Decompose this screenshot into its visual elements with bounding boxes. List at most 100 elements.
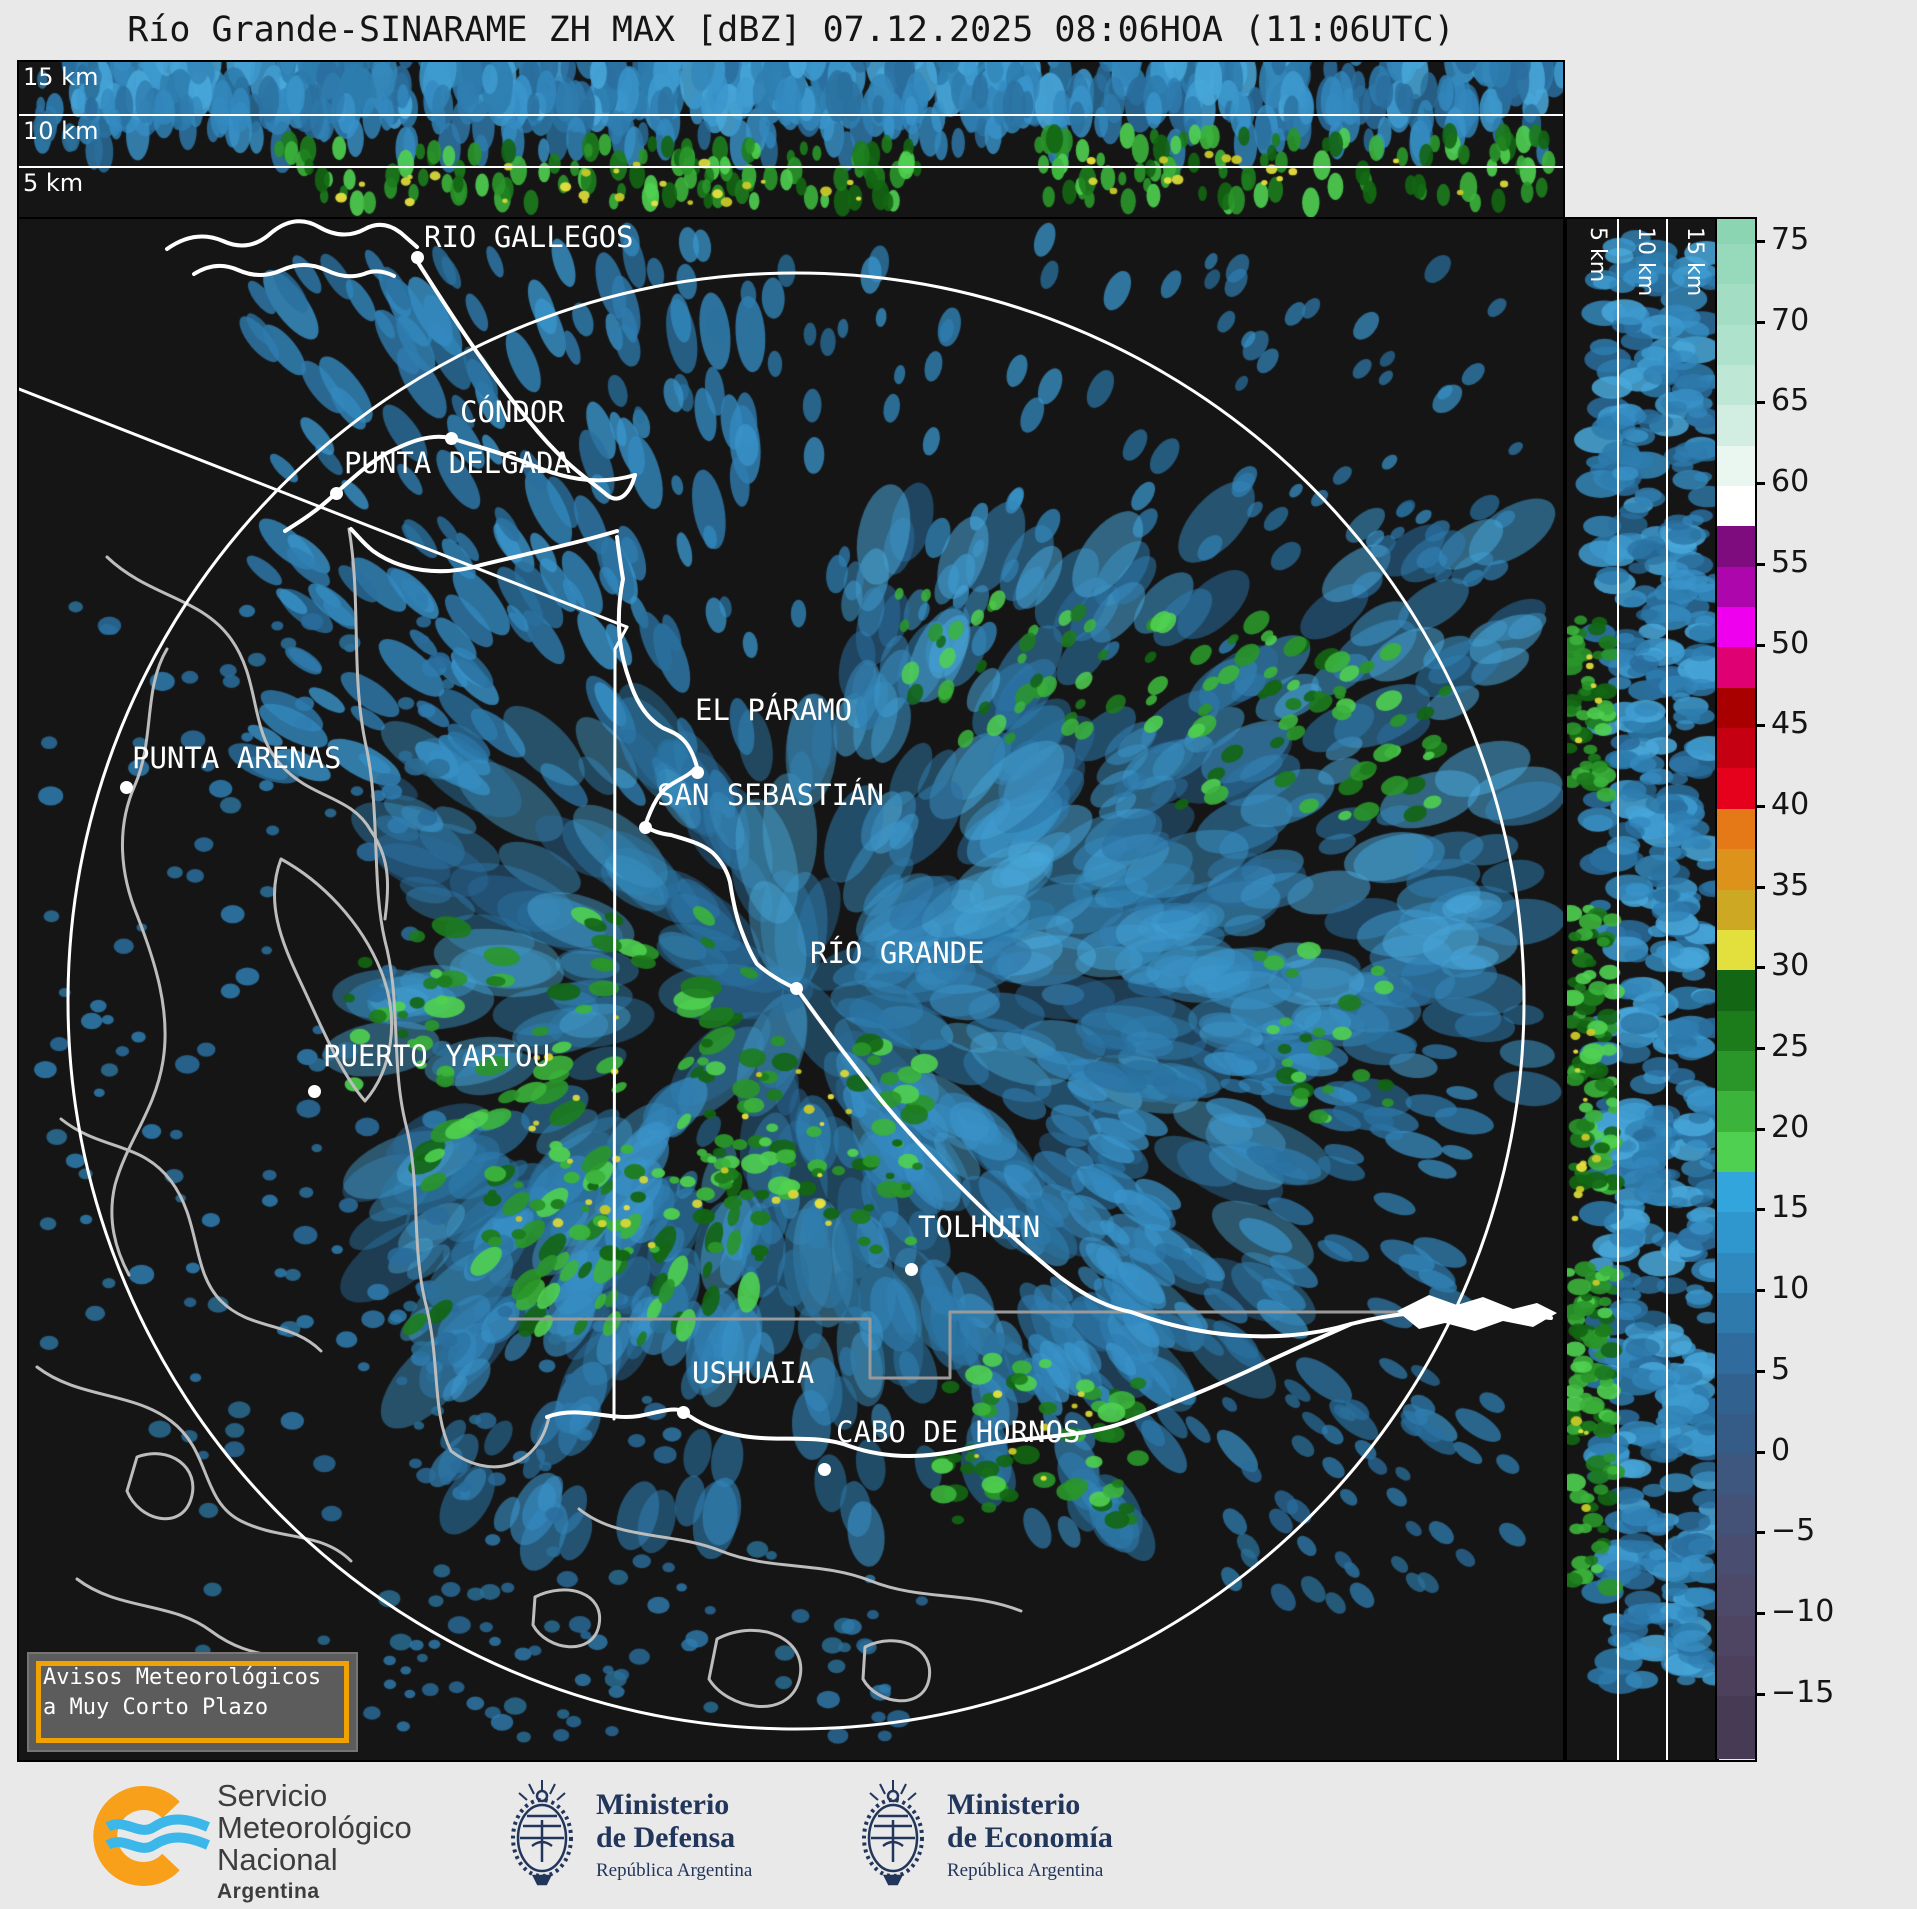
smn-wave-2 xyxy=(105,1832,210,1853)
colorbar-tick-label: 35 xyxy=(1771,867,1810,903)
colorbar-band xyxy=(1717,607,1755,648)
colorbar-tick xyxy=(1755,1692,1765,1696)
colorbar-band xyxy=(1717,808,1755,850)
smn-line-1: Servicio xyxy=(217,1778,328,1813)
coastline-white xyxy=(545,1322,1353,1458)
economia-line-2: de Economía xyxy=(947,1821,1113,1854)
colorbar-tick xyxy=(1755,1531,1765,1535)
height-label-15km-vertical: 15 km xyxy=(1682,227,1707,297)
city-label: PUNTA DELGADA xyxy=(344,446,571,480)
colorbar-tick-label: 20 xyxy=(1771,1109,1810,1145)
colorbar-tick xyxy=(1755,1127,1765,1131)
right-cross-section-canvas xyxy=(1567,219,1717,1760)
right-cross-section-panel: 5 km 10 km 15 km xyxy=(1565,217,1719,1762)
colorbar-tick xyxy=(1755,240,1765,243)
colorbar-band xyxy=(1717,405,1755,446)
city-label: SAN SEBASTIÁN xyxy=(657,778,884,812)
city-label: CABO DE HORNOS xyxy=(836,1415,1081,1449)
warning-line-2: a Muy Corto Plazo xyxy=(43,1695,269,1720)
colorbar-tick-label: 0 xyxy=(1771,1432,1791,1468)
city-dot xyxy=(790,982,803,995)
coastline-gray xyxy=(110,647,169,1277)
coastline-white xyxy=(615,535,1553,1339)
colorbar-band xyxy=(1717,1212,1755,1253)
city-dot xyxy=(120,781,133,794)
economia-coat-of-arms xyxy=(862,1780,924,1886)
smn-wordmark: Servicio Meteorológico Nacional Argentin… xyxy=(217,1780,412,1908)
colorbar-tick xyxy=(1755,1208,1765,1212)
colorbar-band xyxy=(1717,970,1755,1011)
colorbar-band xyxy=(1717,1454,1755,1495)
coastline-white xyxy=(349,527,619,574)
colorbar-band xyxy=(1717,1131,1755,1172)
radar-map-panel: RIO GALLEGOS CÓNDOR PUNTA DELGADA PUNTA ARE… xyxy=(17,217,1565,1762)
border-line xyxy=(19,387,629,629)
colorbar-tick xyxy=(1755,482,1765,486)
colorbar-tick xyxy=(1755,804,1765,808)
economia-line-3: República Argentina xyxy=(947,1860,1104,1881)
colorbar-tick-label: 25 xyxy=(1771,1029,1810,1064)
city-dot xyxy=(445,432,458,445)
colorbar-band xyxy=(1717,1252,1755,1293)
colorbar-tick xyxy=(1755,1611,1765,1615)
city-dot xyxy=(818,1463,831,1476)
city-label: USHUAIA xyxy=(692,1356,815,1390)
city-dot xyxy=(330,487,343,500)
colorbar-band xyxy=(1717,929,1755,971)
colorbar-tick-label: 40 xyxy=(1771,786,1810,822)
city-label: PUERTO YARTOU xyxy=(323,1039,550,1073)
defensa-line-1: Ministerio xyxy=(596,1788,730,1821)
colorbar-tick-label: 45 xyxy=(1771,706,1810,742)
colorbar-band xyxy=(1717,1615,1755,1657)
footer-logos: Servicio Meteorológico Nacional Argentin… xyxy=(0,1762,1917,1909)
page-title: Río Grande-SINARAME ZH MAX [dBZ] 07.12.2… xyxy=(127,10,1455,50)
city-dot xyxy=(639,821,652,834)
coastline-gray xyxy=(59,1117,323,1353)
city-dot xyxy=(691,766,704,779)
colorbar-band xyxy=(1717,1333,1755,1374)
colorbar-band xyxy=(1717,728,1755,769)
smn-line-4: Argentina xyxy=(217,1880,320,1903)
colorbar-tick-label: 70 xyxy=(1771,302,1810,338)
city-label: EL PÁRAMO xyxy=(695,693,853,727)
colorbar-band xyxy=(1717,1413,1755,1455)
colorbar-tick xyxy=(1755,401,1765,405)
colorbar-gradient xyxy=(1715,217,1757,1762)
city-label: RIO GALLEGOS xyxy=(424,220,634,254)
colorbar-band xyxy=(1717,1292,1755,1334)
height-label-5km: 5 km xyxy=(23,169,84,197)
city-dot xyxy=(411,251,424,264)
colorbar-tick-label: −5 xyxy=(1771,1513,1816,1549)
colorbar-tick-label: 10 xyxy=(1771,1271,1810,1307)
colorbar-band xyxy=(1717,284,1755,325)
colorbar-band xyxy=(1717,1091,1755,1132)
colorbar-tick xyxy=(1755,1289,1765,1293)
colorbar-band xyxy=(1717,486,1755,527)
colorbar-band xyxy=(1717,219,1755,245)
height-line-10km-vertical xyxy=(1666,219,1668,1760)
colorbar-tick xyxy=(1755,966,1765,970)
colorbar-tick-label: 75 xyxy=(1771,222,1810,257)
colorbar-band xyxy=(1717,687,1755,729)
warning-box-text: Avisos Meteorológicos a Muy Corto Plazo xyxy=(43,1663,321,1723)
border-line xyxy=(612,625,629,1421)
height-line-5km xyxy=(19,166,1563,168)
top-cross-section-panel: 15 km 10 km 5 km xyxy=(17,60,1565,219)
colorbar-tick-label: 55 xyxy=(1771,544,1810,580)
height-line-10km xyxy=(19,114,1563,116)
island-shape xyxy=(1397,1295,1557,1331)
coastline-gray xyxy=(125,1452,195,1521)
warning-box-orange-frame xyxy=(36,1661,349,1743)
coastline-gray xyxy=(105,555,373,833)
colorbar-band xyxy=(1717,1010,1755,1051)
economia-logo-group: Ministerio de Economía República Argenti… xyxy=(851,1762,1171,1909)
coastline-gray xyxy=(273,857,394,1103)
colorbar: 75 70 65 60 55 50 45 40 35 30 25 20 15 10 5 0 −5 −10 −15 xyxy=(1715,217,1834,1762)
coastline-gray xyxy=(531,1588,602,1649)
smn-logo-group: Servicio Meteorológico Nacional Argentin… xyxy=(40,1762,440,1909)
colorbar-tick-label: −10 xyxy=(1771,1593,1835,1629)
coastline-gray xyxy=(861,1639,932,1703)
smn-wave-1 xyxy=(105,1814,210,1835)
coastline-gray xyxy=(347,527,551,1469)
